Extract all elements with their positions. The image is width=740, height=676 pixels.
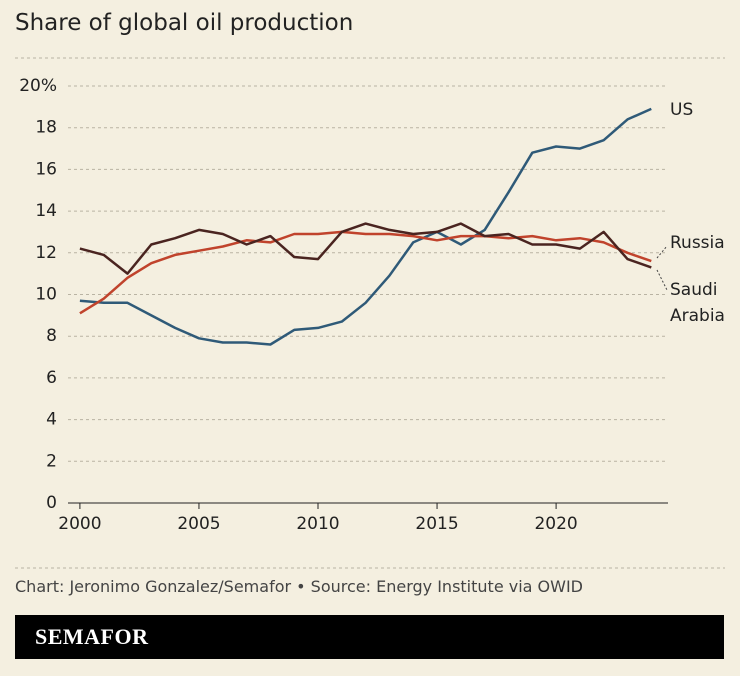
x-tick-label: 2010	[296, 514, 339, 534]
y-tick-label: 14	[35, 201, 57, 221]
chart-title: Share of global oil production	[15, 10, 354, 36]
y-tick-label: 12	[35, 243, 57, 263]
x-tick-label: 2015	[415, 514, 458, 534]
y-tick-label: 8	[46, 326, 57, 346]
series-line	[79, 222, 652, 275]
y-tick-label: 6	[46, 368, 57, 388]
series-line	[79, 107, 652, 346]
y-tick-label: 0	[46, 493, 57, 513]
y-tick-label: 18	[35, 118, 57, 138]
source-note: Chart: Jeronimo Gonzalez/Semafor • Sourc…	[15, 577, 583, 596]
brand-logo: SEMAFOR	[35, 624, 149, 649]
y-tick-label: 20%	[19, 76, 57, 96]
y-tick-label: 16	[35, 159, 57, 179]
y-tick-label: 10	[35, 285, 57, 305]
x-tick-label: 2020	[534, 514, 577, 534]
x-tick-label: 2000	[58, 514, 101, 534]
x-tick-label: 2005	[177, 514, 220, 534]
leader-line	[656, 245, 668, 259]
leader-line	[656, 269, 668, 291]
series-line	[79, 230, 652, 315]
brand-bar: SEMAFOR	[15, 615, 724, 659]
y-tick-label: 2	[46, 451, 57, 471]
series-label: US	[670, 100, 694, 120]
y-tick-label: 4	[46, 410, 57, 430]
series-label: Saudi Arabia	[670, 280, 725, 326]
series-label: Russia	[670, 233, 725, 253]
